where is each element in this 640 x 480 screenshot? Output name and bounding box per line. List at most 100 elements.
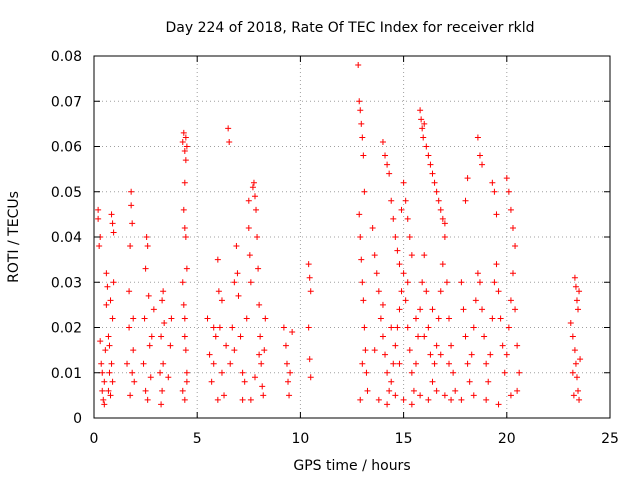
data-point [375, 288, 382, 295]
data-point [493, 211, 500, 218]
data-point [429, 306, 436, 313]
data-point [107, 392, 114, 399]
data-point [483, 360, 490, 367]
data-point [144, 243, 151, 250]
data-point [489, 315, 496, 322]
data-point [512, 243, 519, 250]
data-point [412, 315, 419, 322]
data-point [231, 279, 238, 286]
data-point [402, 297, 409, 304]
x-tick-label: 25 [601, 431, 619, 447]
data-point [398, 288, 405, 295]
data-point [359, 279, 366, 286]
data-point [141, 315, 148, 322]
data-point [382, 351, 389, 358]
data-point [386, 170, 393, 177]
data-point [144, 396, 151, 403]
data-point [255, 265, 262, 272]
data-point [182, 347, 189, 354]
data-point [221, 392, 228, 399]
data-point [371, 347, 378, 354]
data-point [507, 206, 514, 213]
data-point [495, 401, 502, 408]
data-point [406, 234, 413, 240]
data-point [109, 315, 116, 322]
data-point [398, 206, 405, 213]
data-point [285, 378, 292, 385]
data-point [499, 342, 506, 349]
data-point [356, 211, 363, 218]
data-point [142, 265, 149, 272]
data-point [505, 324, 512, 331]
data-point [357, 234, 364, 240]
data-point [254, 234, 261, 240]
data-point [379, 333, 386, 340]
data-point [576, 396, 583, 403]
data-point [180, 129, 187, 136]
data-point [168, 315, 175, 322]
data-point [307, 288, 314, 295]
y-tick-label: 0.03 [51, 275, 82, 291]
data-point [127, 392, 134, 399]
data-point [572, 360, 579, 367]
data-point [503, 351, 510, 358]
data-point [388, 197, 395, 204]
data-point [181, 148, 188, 155]
grid [94, 56, 610, 418]
data-point [406, 347, 413, 354]
data-point [458, 396, 465, 403]
data-point [130, 347, 137, 354]
data-point [425, 324, 432, 331]
data-point [100, 396, 107, 403]
data-point [258, 360, 265, 367]
data-point [261, 347, 268, 354]
data-point [466, 378, 473, 385]
data-point [433, 342, 440, 349]
data-point [147, 374, 154, 381]
data-point [452, 387, 459, 394]
data-point [104, 283, 111, 290]
data-point [485, 378, 492, 385]
data-point [357, 396, 364, 403]
data-point [396, 360, 403, 367]
data-point [95, 206, 102, 213]
data-point [507, 392, 514, 399]
data-point [247, 279, 254, 286]
data-point [182, 234, 189, 240]
data-point [392, 234, 399, 240]
data-point [103, 270, 110, 277]
data-point [394, 247, 401, 254]
data-point [167, 342, 174, 349]
data-point [234, 270, 241, 277]
data-point [371, 252, 378, 259]
y-tick-label: 0.05 [51, 185, 82, 201]
data-point [462, 197, 469, 204]
data-point [458, 279, 465, 286]
data-point [226, 138, 233, 145]
data-point [379, 138, 386, 145]
data-point [364, 387, 371, 394]
data-point [421, 333, 428, 340]
data-point [503, 175, 510, 182]
data-point [247, 396, 254, 403]
data-point [571, 347, 578, 354]
data-point [491, 279, 498, 286]
data-point [249, 184, 256, 191]
y-tick-label: 0.08 [51, 49, 82, 65]
data-point [472, 297, 479, 304]
data-point [108, 360, 115, 367]
data-point [148, 333, 155, 340]
data-point [130, 315, 137, 322]
chart-title: Day 224 of 2018, Rate Of TEC Index for r… [165, 20, 534, 36]
data-point [394, 324, 401, 331]
data-point [420, 134, 427, 141]
x-tick-label: 15 [395, 431, 413, 447]
data-point [214, 256, 221, 263]
data-point [427, 351, 434, 358]
y-tick-label: 0.01 [51, 366, 82, 382]
data-points [95, 62, 584, 408]
data-point [126, 324, 133, 331]
data-point [204, 315, 211, 322]
data-point [158, 401, 165, 408]
data-point [410, 387, 417, 394]
